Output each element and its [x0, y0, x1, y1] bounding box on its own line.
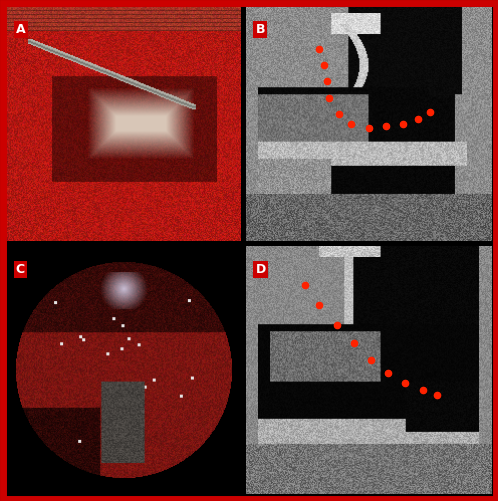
- Text: A: A: [16, 23, 25, 36]
- Text: B: B: [255, 23, 265, 36]
- Text: D: D: [255, 263, 266, 276]
- Text: C: C: [16, 263, 25, 276]
